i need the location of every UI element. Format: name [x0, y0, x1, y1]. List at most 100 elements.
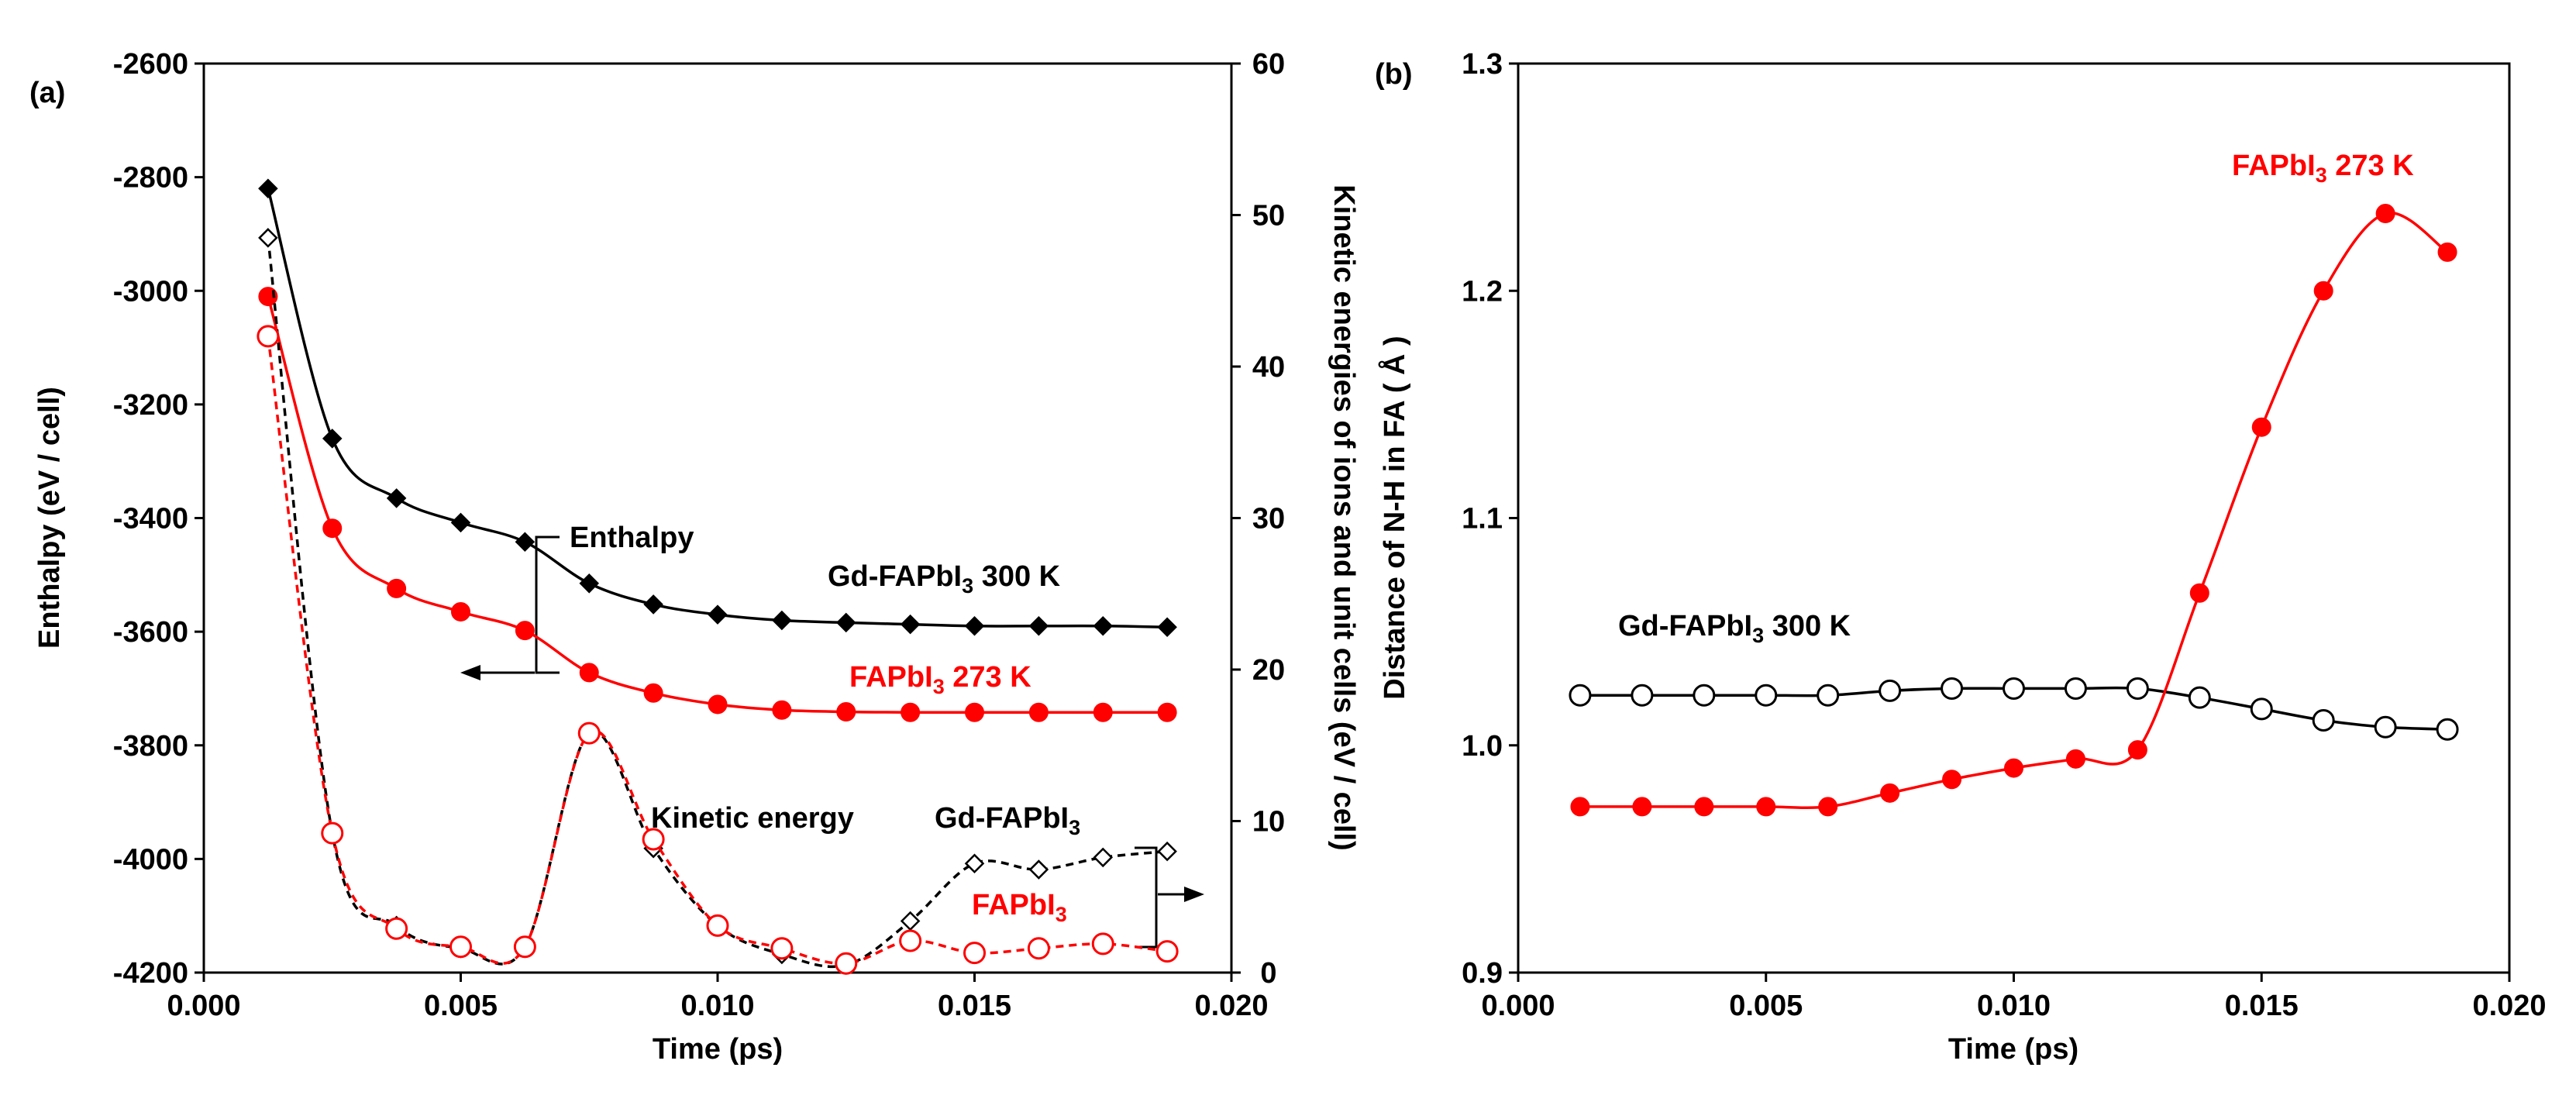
- panel-a-data-point: [579, 663, 599, 683]
- fa-enthalpy-label-sub: 3: [933, 675, 945, 698]
- panel-a-x-tick-label: 0.010: [680, 990, 754, 1022]
- panel-a-data-point: [900, 614, 921, 635]
- gd-enthalpy-label-sub: 3: [962, 574, 973, 597]
- panel-a-data-point: [643, 594, 663, 615]
- gd-distance-label: Gd-FAPbI3 300 K: [1618, 610, 1851, 647]
- panel-a-data-point: [322, 518, 343, 539]
- panel-b-data-point: [1880, 783, 1900, 803]
- fa-distance-label-sub: 3: [2316, 164, 2327, 187]
- panel-a-data-point: [321, 821, 344, 845]
- fa-distance-label-tail: 273 K: [2327, 150, 2415, 182]
- panel-b-ticks: 0.000 0.005 0.010 0.015 0.020 1.3 1.2 1.1 1.0 0.9: [1462, 48, 2546, 1022]
- panel-b-data-point: [1631, 684, 1654, 707]
- panel-a-x-tick-label: 0.015: [938, 990, 1011, 1022]
- panel-a-data-point: [450, 512, 471, 533]
- panel-b-series-0: [1569, 677, 2459, 741]
- panel-a-series-3: [257, 325, 1179, 975]
- panel-a-series-line: [267, 188, 1168, 629]
- panel-a-data-point: [1093, 702, 1113, 722]
- gd-distance-label-tail: 300 K: [1764, 610, 1851, 642]
- panel-b-x-tick-label: 0.015: [2225, 990, 2299, 1022]
- panel-b-y-tick-label: 1.0: [1462, 730, 1503, 763]
- panel-a-data-point: [964, 616, 985, 636]
- panel-a-y-tick-label: -3600: [113, 616, 188, 649]
- panel-b-data-point: [1755, 684, 1778, 707]
- panel-a-y-axis-title: Enthalpy (eV / cell): [33, 387, 66, 649]
- panel-a-data-point: [1155, 940, 1179, 963]
- panel-a-data-point: [1028, 616, 1049, 636]
- panel-a-data-point: [385, 917, 408, 940]
- panel-a-data-point: [965, 702, 984, 722]
- panel-a-data-point: [451, 601, 470, 622]
- gd-distance-label-sub: 3: [1752, 624, 1764, 647]
- fa-distance-label-main: FAPbI: [2232, 150, 2316, 182]
- panel-b-data-point: [2127, 740, 2147, 760]
- panel-b-data-point: [2064, 677, 2087, 700]
- panel-a-x-tick-label: 0.020: [1194, 990, 1268, 1022]
- panel-a-data-point: [964, 853, 985, 874]
- panel-b-data-point: [1941, 677, 1964, 700]
- gd-enthalpy-label: Gd-FAPbI3 300 K: [828, 560, 1061, 597]
- panel-a-ticks: 0.000 0.005 0.010 0.015 0.020 -2600 -2800 -3000…: [113, 48, 1285, 1022]
- panel-b-data-point: [2188, 686, 2211, 709]
- panel-a-data-point: [1157, 841, 1177, 862]
- panel-a-data-point: [1157, 702, 1177, 722]
- panel-b-data-point: [1817, 684, 1840, 707]
- panel-a-label: (a): [29, 77, 65, 109]
- panel-a-data-point: [515, 532, 536, 553]
- panel-b-data-point: [1879, 679, 1902, 702]
- panel-a-data-point: [322, 429, 343, 449]
- panel-b-data-point: [1818, 797, 1838, 817]
- panel-b-y-tick-label: 1.2: [1462, 275, 1503, 308]
- enthalpy-arrowhead: [460, 665, 480, 680]
- panel-b-data-point: [2375, 204, 2395, 224]
- panel-a-data-point: [963, 942, 986, 965]
- fa-enthalpy-label: FAPbI3 273 K: [849, 661, 1031, 698]
- panel-a-data-point: [835, 952, 858, 975]
- panel-a-y2-tick-label: 10: [1252, 806, 1285, 839]
- fa-kinetic-label-sub: 3: [1056, 903, 1067, 926]
- kinetic-arrowhead: [1184, 887, 1204, 902]
- panel-b-x-tick-label: 0.005: [1729, 990, 1803, 1022]
- panel-b-data-point: [2251, 417, 2271, 437]
- panel-a-series: [257, 178, 1179, 975]
- panel-a-data-point: [257, 325, 280, 348]
- enthalpy-annotation: Enthalpy: [570, 522, 694, 554]
- panel-b-data-point: [2189, 583, 2209, 603]
- gd-distance-label-main: Gd-FAPbI: [1618, 610, 1752, 642]
- panel-a-x-tick-label: 0.000: [167, 990, 240, 1022]
- panel-b-data-point: [1942, 770, 1962, 790]
- panel-a-data-point: [515, 621, 535, 641]
- gd-enthalpy-label-main: Gd-FAPbI: [828, 560, 962, 593]
- kinetic-bracket: [1135, 846, 1158, 949]
- panel-b-data-point: [2313, 281, 2333, 301]
- panel-a-data-point: [772, 610, 792, 631]
- panel-a-series-line: [267, 296, 1168, 715]
- panel-a-y2-tick-label: 20: [1252, 654, 1285, 687]
- panel-b-series: [1569, 204, 2459, 817]
- panel-b-data-point: [1756, 797, 1776, 817]
- panel-a-y2-tick-label: 0: [1260, 957, 1276, 990]
- panel-a-y2-tick-label: 30: [1252, 503, 1285, 536]
- gd-kinetic-label: Gd-FAPbI3: [935, 802, 1080, 839]
- panel-a-data-point: [1157, 617, 1177, 638]
- panel-a-y-tick-label: -2600: [113, 48, 188, 81]
- panel-b-data-point: [2437, 242, 2457, 262]
- kinetic-annotation: Kinetic energy: [651, 802, 854, 835]
- panel-b-y-axis-title: Distance of N-H in FA ( Å ): [1377, 336, 1411, 699]
- panel-a-data-point: [706, 914, 729, 937]
- panel-a-y2-tick-label: 50: [1252, 200, 1285, 232]
- panel-a-series-line: [267, 237, 1168, 969]
- panel-a-data-point: [386, 488, 407, 508]
- panel-a-y2-tick-label: 40: [1252, 351, 1285, 384]
- fa-distance-label: FAPbI3 273 K: [2232, 150, 2414, 187]
- panel-a-data-point: [836, 701, 856, 721]
- panel-b-x-axis-title: Time (ps): [1948, 1033, 2078, 1066]
- panel-a-data-point: [1093, 616, 1114, 636]
- fa-kinetic-label-main: FAPbI: [972, 889, 1056, 921]
- panel-b-x-tick-label: 0.010: [1977, 990, 2051, 1022]
- panel-a-y-tick-label: -2800: [113, 162, 188, 195]
- panel-a-y2-axis-title: Kinetic energies of ions and unit cells …: [1328, 184, 1360, 850]
- panel-b-data-point: [2436, 718, 2459, 741]
